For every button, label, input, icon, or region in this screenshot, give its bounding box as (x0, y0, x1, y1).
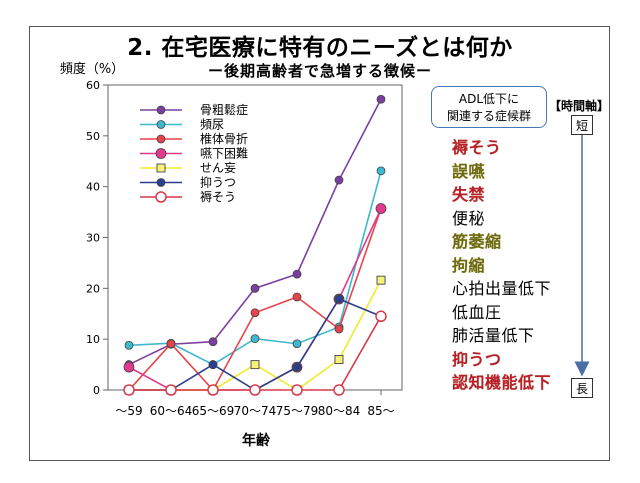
legend-item: 嚥下困難 (140, 146, 248, 161)
slide-title: 2. 在宅医療に特有のニーズとは何か (127, 35, 513, 61)
y-tick-label: 40 (86, 181, 100, 194)
data-point (166, 339, 176, 349)
legend-label: 骨粗鬆症 (200, 102, 248, 117)
x-tick-label: 85～ (367, 404, 394, 418)
adl-box-line2: 関連する症候群 (446, 109, 531, 123)
data-point (155, 191, 167, 203)
data-point (207, 384, 219, 396)
symptom-item: 抑うつ (452, 349, 502, 369)
data-point (292, 269, 302, 279)
legend-label: 褥そう (200, 189, 236, 204)
data-point (375, 203, 387, 214)
symptom-item: 失禁 (452, 185, 486, 204)
data-point (123, 384, 135, 396)
symptom-item: 肺活量低下 (452, 326, 535, 345)
data-point (208, 337, 218, 347)
x-tick-label: ～59 (115, 404, 142, 418)
data-point (334, 324, 344, 334)
data-point (291, 384, 303, 396)
legend-item: 椎体骨折 (140, 131, 248, 146)
data-point (156, 134, 166, 144)
data-point (292, 362, 302, 372)
data-point (156, 163, 166, 173)
symptom-item: 誤嚥 (452, 161, 486, 181)
data-point (208, 360, 218, 369)
y-axis-label: 頻度（%） (60, 61, 124, 77)
data-point (333, 384, 345, 396)
slide-subtitle: ー後期高齢者で急増する徴候ー (207, 62, 432, 80)
data-point (334, 175, 344, 185)
data-point (250, 283, 260, 293)
x-tick-label: 60～64 (150, 404, 193, 418)
data-point (156, 105, 166, 115)
time-axis-long: 長 (571, 378, 593, 398)
data-point (292, 292, 302, 302)
y-tick-label: 10 (86, 333, 100, 346)
data-point (123, 361, 135, 373)
symptom-item: 認知機能低下 (452, 373, 552, 392)
y-tick-label: 50 (86, 130, 100, 143)
y-tick-label: 60 (86, 79, 100, 92)
data-point (165, 384, 177, 396)
data-point (155, 148, 167, 159)
legend-item: 頻尿 (140, 118, 224, 132)
data-point (375, 310, 387, 323)
symptom-item: 褥そう (452, 138, 502, 157)
legend-item: 褥そう (140, 189, 236, 204)
legend-label: 嚥下困難 (200, 146, 248, 161)
data-point (376, 94, 386, 104)
symptom-list: 褥そう誤嚥失禁便秘筋萎縮拘縮心拍出量低下 低血圧肺活量低下抑うつ認知機能低下 (452, 136, 551, 395)
x-tick-label: 70～74 (234, 404, 277, 418)
symptom-item: 便秘 (452, 208, 486, 228)
slide-frame (29, 26, 610, 461)
x-tick-label: 65～69 (192, 404, 235, 418)
legend-label: せん妄 (200, 160, 236, 175)
x-tick-label: 80～84 (318, 404, 361, 418)
symptom-item: 拘縮 (452, 255, 486, 275)
symptom-item: 低血圧 (452, 302, 502, 322)
data-point (156, 178, 166, 187)
symptom-item: 心拍出量低下 (452, 279, 552, 298)
data-point (334, 294, 344, 304)
data-point (292, 339, 302, 349)
time-axis-label: 【時間軸】 (549, 99, 610, 113)
data-point (250, 360, 260, 370)
data-point (156, 120, 166, 129)
data-point (376, 275, 386, 285)
y-tick-label: 20 (86, 282, 100, 295)
time-axis-short: 短 (571, 115, 593, 135)
legend-label: 抑うつ (200, 175, 236, 190)
data-point (334, 355, 344, 364)
legend-label: 頻尿 (200, 118, 224, 132)
symptom-item: 筋萎縮 (452, 232, 502, 251)
series-7 (123, 310, 387, 396)
adl-box-line1: ADL低下に (458, 92, 520, 106)
data-point (249, 384, 261, 396)
legend-item: せん妄 (140, 160, 236, 175)
adl-syndrome-box: ADL低下に 関連する症候群 (431, 86, 547, 128)
x-axis-label: 年齢 (242, 432, 271, 449)
x-tick-label: 75～79 (276, 404, 319, 418)
y-tick-label: 0 (93, 384, 100, 397)
y-tick-label: 30 (86, 232, 100, 245)
legend-item: 骨粗鬆症 (140, 102, 248, 117)
legend-item: 抑うつ (140, 175, 236, 190)
data-point (250, 334, 260, 344)
data-point (376, 166, 386, 176)
data-point (250, 308, 260, 318)
data-point (124, 340, 134, 350)
legend-label: 椎体骨折 (200, 131, 248, 146)
